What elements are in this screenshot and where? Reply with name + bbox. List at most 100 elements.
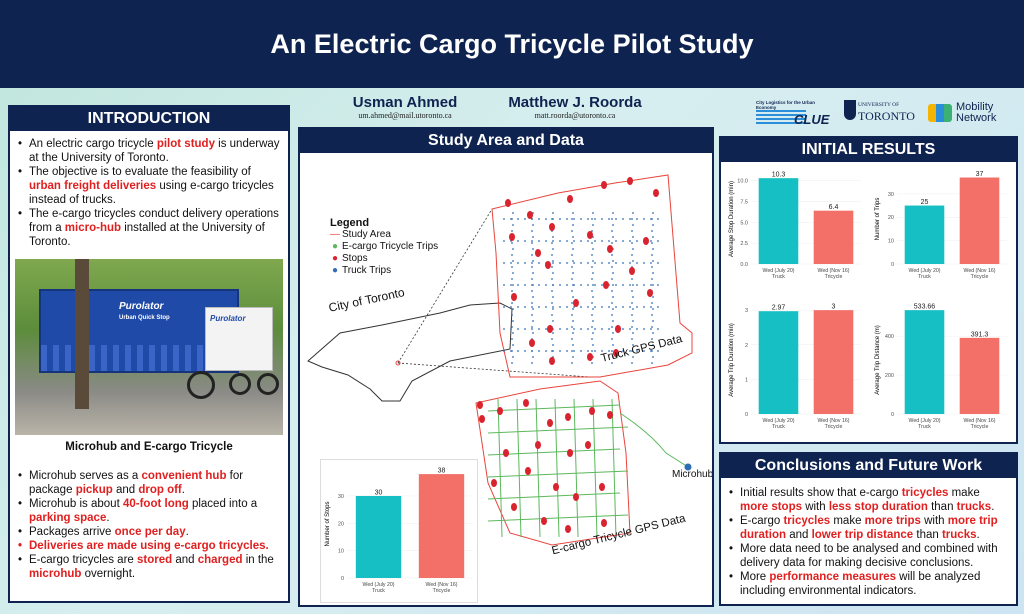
truck-trip-point xyxy=(643,284,645,286)
tricycle-trip-path xyxy=(554,398,560,538)
truck-trip-point xyxy=(511,242,513,244)
bullet-text: and xyxy=(172,554,198,566)
y-tick-label: 200 xyxy=(885,373,894,379)
tricycle-trip-path xyxy=(487,404,621,412)
truck-trip-point xyxy=(538,218,540,220)
truck-trip-point xyxy=(651,362,653,364)
x-tick-label: Wed (July 20) xyxy=(363,582,395,588)
bullet-text: than xyxy=(913,529,942,541)
truck-trip-point xyxy=(612,260,614,262)
truck-trip-point xyxy=(611,338,613,340)
conclusions-panel: Conclusions and Future Work Initial resu… xyxy=(719,452,1018,606)
truck-trip-point xyxy=(652,332,654,334)
truck-trip-point xyxy=(532,272,534,274)
truck-trip-point xyxy=(510,350,512,352)
truck-trip-point xyxy=(552,306,554,308)
truck-trip-point xyxy=(551,254,553,256)
truck-trip-point xyxy=(612,272,614,274)
bullet-text: and xyxy=(786,529,812,541)
truck-trip-point xyxy=(632,248,634,250)
truck-trip-point xyxy=(559,262,561,264)
y-tick-label: 0 xyxy=(891,262,894,268)
truck-stop-point xyxy=(587,353,593,361)
truck-trip-point xyxy=(650,328,652,330)
x-tick-label: Truck xyxy=(372,588,385,594)
truck-trip-point xyxy=(573,284,575,286)
truck-trip-point xyxy=(517,306,519,308)
truck-trip-point xyxy=(657,240,659,242)
highlight-text: tricycles xyxy=(901,487,949,499)
trips-chart: Number of Trips 0 10 20 30 25 Wed (July 20) Tru… xyxy=(871,164,1013,290)
dot-swatch-icon: ● xyxy=(331,265,339,276)
tricycle-trips xyxy=(487,398,689,538)
truck-trip-point xyxy=(571,278,573,280)
tricycle-trip-path xyxy=(487,514,629,522)
truck-trip-point xyxy=(511,230,513,232)
zoom-line-2 xyxy=(397,362,591,378)
truck-trip-point xyxy=(631,362,633,364)
bullet-text: with xyxy=(802,501,829,513)
truck-trip-point xyxy=(611,266,613,268)
truck-trip-point xyxy=(566,262,568,264)
uoft-line1: UNIVERSITY OF xyxy=(858,102,900,108)
dot-swatch-icon: ● xyxy=(331,253,339,264)
truck-stops xyxy=(505,177,659,365)
truck-trip-point xyxy=(629,284,631,286)
truck-trip-point xyxy=(657,350,659,352)
truck-trip-point xyxy=(559,284,561,286)
truck-trip-point xyxy=(594,328,596,330)
truck-stop-point xyxy=(505,199,511,207)
truck-trip-point xyxy=(657,328,659,330)
truck-trip-point xyxy=(591,350,593,352)
tricycle-trip-path xyxy=(611,398,617,538)
truck-trip-point xyxy=(591,218,593,220)
author-1: Usman Ahmed um.ahmed@mail.utoronto.ca xyxy=(340,94,470,120)
truck-stop-point xyxy=(643,237,649,245)
intro-bullet: The e-cargo tricycles conduct delivery o… xyxy=(16,207,282,249)
y-tick-label: 7.5 xyxy=(740,200,748,206)
truck-trip-point xyxy=(631,338,633,340)
highlight-text: once per day xyxy=(114,526,186,538)
truck-trip-point xyxy=(571,218,573,220)
y-tick-label: 10.0 xyxy=(737,179,748,185)
highlight-text: trucks xyxy=(941,529,977,541)
microhub-bullets: Microhub serves as a convenient hub for … xyxy=(10,453,288,581)
truck-trip-point xyxy=(524,328,526,330)
clue-logo: City Logistics for the Urban Economy CLU… xyxy=(756,100,836,128)
truck-trip-point xyxy=(512,284,514,286)
truck-trip-point xyxy=(551,290,553,292)
author-name: Matthew J. Roorda xyxy=(508,94,642,111)
conclusions-heading: Conclusions and Future Work xyxy=(721,454,1016,478)
truck-trip-point xyxy=(651,254,653,256)
truck-trip-point xyxy=(636,240,638,242)
tricycle-stop-point xyxy=(491,479,497,487)
truck-trip-point xyxy=(652,272,654,274)
microhub-bullet: Microhub serves as a convenient hub for … xyxy=(16,469,282,497)
legend-label: Truck Trips xyxy=(342,265,392,276)
truck-stop-point xyxy=(529,339,535,347)
truck-trip-point xyxy=(531,326,533,328)
truck-trip-point xyxy=(566,240,568,242)
truck-trip-point xyxy=(650,284,652,286)
truck-trip-point xyxy=(632,260,634,262)
truck-stop-point xyxy=(615,325,621,333)
truck-trip-point xyxy=(552,262,554,264)
truck-trip-point xyxy=(611,314,613,316)
highlight-text: urban freight deliveries xyxy=(29,180,157,192)
truck-trip-point xyxy=(632,224,634,226)
photo-sub: Urban Quick Stop xyxy=(119,315,170,321)
truck-trip-point xyxy=(552,218,554,220)
truck-trip-point xyxy=(591,266,593,268)
truck-trip-point xyxy=(552,240,554,242)
truck-trip-point xyxy=(531,362,533,364)
toronto-outline xyxy=(307,302,513,402)
truck-trip-point xyxy=(538,306,540,308)
truck-trip-point xyxy=(538,262,540,264)
tricycle-stop-point xyxy=(503,449,509,457)
data-label: 25 xyxy=(921,199,929,206)
truck-trip-point xyxy=(592,212,594,214)
data-label: 391.3 xyxy=(971,331,989,338)
truck-trip-point xyxy=(587,350,589,352)
truck-trip-point xyxy=(512,224,514,226)
y-axis-label: Average Trip Duration (min) xyxy=(729,323,735,397)
